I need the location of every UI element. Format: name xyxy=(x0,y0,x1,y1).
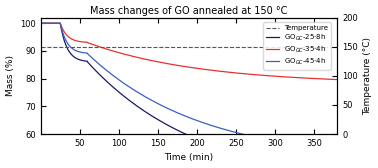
Legend: Temperature, GO$_{GC}$-25·8h, GO$_{GC}$-35·4h, GO$_{GC}$-45·4h: Temperature, GO$_{GC}$-25·8h, GO$_{GC}$-… xyxy=(263,22,331,70)
Title: Mass changes of GO annealed at 150 °C: Mass changes of GO annealed at 150 °C xyxy=(90,6,288,16)
X-axis label: Time (min): Time (min) xyxy=(164,153,214,162)
Y-axis label: Mass (%): Mass (%) xyxy=(6,55,15,96)
Y-axis label: Temperature (°C): Temperature (°C) xyxy=(363,37,372,115)
